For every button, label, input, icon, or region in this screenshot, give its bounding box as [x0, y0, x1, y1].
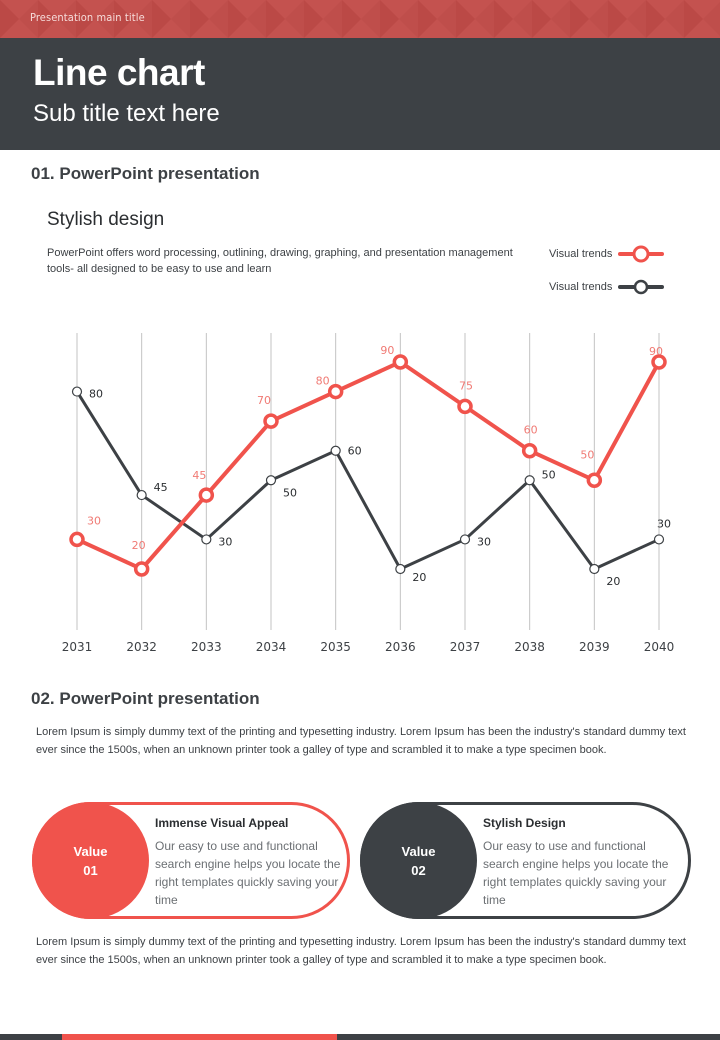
- series-line-dark: [75, 390, 660, 571]
- section-2-title: 02. PowerPoint presentation: [31, 689, 260, 708]
- section-1-title: 01. PowerPoint presentation: [31, 164, 260, 183]
- data-point-red: [133, 561, 150, 577]
- data-label-red: 20: [132, 539, 146, 552]
- data-label-dark: 60: [348, 445, 362, 458]
- data-point-red: [69, 531, 85, 548]
- top-banner: Presentation main title: [0, 0, 720, 38]
- value-number: 01: [83, 862, 98, 878]
- data-point-red: [651, 354, 667, 370]
- value-card-02: Value 02 Stylish Design Our easy to use …: [360, 802, 691, 919]
- data-label-red: 45: [192, 469, 206, 482]
- x-tick-label: 2039: [579, 640, 610, 654]
- data-point-dark: [524, 475, 535, 486]
- data-label-red: 50: [580, 448, 594, 461]
- banner-pattern: [0, 0, 720, 38]
- legend-label: Visual trends: [549, 248, 613, 260]
- data-label-red: 90: [649, 345, 663, 358]
- data-point-dark: [201, 534, 212, 545]
- data-label-dark: 50: [542, 468, 556, 481]
- footer-bar: [0, 1034, 720, 1040]
- data-label-red: 80: [316, 375, 330, 388]
- footer-accent: [62, 1034, 337, 1040]
- data-point-red: [327, 383, 344, 400]
- x-tick-label: 2037: [450, 640, 481, 654]
- legend-item-dark: Visual trends: [549, 278, 665, 296]
- header: Line chart Sub title text here: [0, 38, 720, 150]
- data-label-dark: 30: [657, 517, 671, 530]
- value-card-text: Our easy to use and functional search en…: [155, 839, 341, 907]
- data-point-dark: [136, 489, 147, 501]
- data-label-dark: 50: [283, 486, 297, 499]
- data-label-dark: 80: [89, 388, 103, 401]
- value-label: Value: [401, 843, 436, 859]
- data-label-dark: 20: [412, 571, 426, 584]
- line-chart: 2031 2032 2033 2034 2035 2036 2037 2038 2039 2040…: [62, 333, 675, 654]
- x-tick-label: 2036: [385, 640, 416, 654]
- x-tick-label: 2035: [320, 640, 351, 654]
- legend-item-red: Visual trends: [549, 245, 665, 263]
- value-card-text: Our easy to use and functional search en…: [483, 839, 669, 907]
- data-point-dark: [395, 563, 406, 575]
- data-point-red: [586, 472, 603, 489]
- data-point-red: [457, 398, 473, 415]
- data-point-red: [392, 354, 409, 370]
- page-title: Line chart: [33, 52, 205, 93]
- section-2-paragraph-1: Lorem Ipsum is simply dummy text of the …: [36, 726, 686, 756]
- x-tick-label: 2040: [644, 640, 675, 654]
- data-label-red: 90: [380, 344, 394, 357]
- legend-dark-line-marker-icon: [618, 279, 665, 295]
- data-label-dark: 30: [477, 535, 491, 548]
- legend-red-line-marker-icon: [618, 245, 665, 263]
- data-label-dark: 45: [154, 481, 168, 494]
- data-label-red: 60: [524, 424, 538, 437]
- data-label-dark: 30: [218, 535, 232, 548]
- x-tick-label: 2033: [191, 640, 222, 654]
- data-point-dark: [459, 534, 471, 545]
- data-label-red: 30: [87, 514, 101, 527]
- value-number: 02: [411, 862, 426, 878]
- x-tick-label: 2034: [256, 640, 287, 654]
- x-tick-label: 2038: [514, 640, 545, 654]
- section-1-description: PowerPoint offers word processing, outli…: [47, 247, 513, 275]
- data-label-dark: 20: [606, 575, 620, 588]
- value-card-title: Immense Visual Appeal: [155, 816, 289, 830]
- presentation-main-title: Presentation main title: [30, 11, 145, 24]
- value-badge-01: Value 01: [32, 802, 149, 919]
- value-badge-02: Value 02: [360, 802, 477, 919]
- data-label-red: 70: [257, 394, 271, 407]
- data-point-red: [198, 487, 215, 503]
- data-point-dark: [589, 563, 600, 575]
- section-2-paragraph-2: Lorem Ipsum is simply dummy text of the …: [36, 936, 686, 966]
- page-subtitle: Sub title text here: [33, 100, 220, 127]
- section-1-subtitle: Stylish design: [47, 209, 165, 230]
- data-point-red: [263, 413, 279, 429]
- data-label-red: 75: [459, 379, 473, 392]
- data-point-red: [521, 442, 538, 459]
- value-card-title: Stylish Design: [483, 816, 566, 830]
- series-line-red: [76, 360, 661, 571]
- legend-label: Visual trends: [549, 281, 613, 293]
- value-card-01: Value 01 Immense Visual Appeal Our easy …: [32, 802, 350, 919]
- data-point-dark: [71, 386, 83, 397]
- data-point-dark: [653, 534, 665, 545]
- x-tick-label: 2031: [62, 640, 93, 654]
- data-point-dark: [330, 445, 341, 456]
- data-point-dark: [265, 475, 277, 486]
- x-tick-label: 2032: [126, 640, 157, 654]
- value-label: Value: [73, 843, 108, 859]
